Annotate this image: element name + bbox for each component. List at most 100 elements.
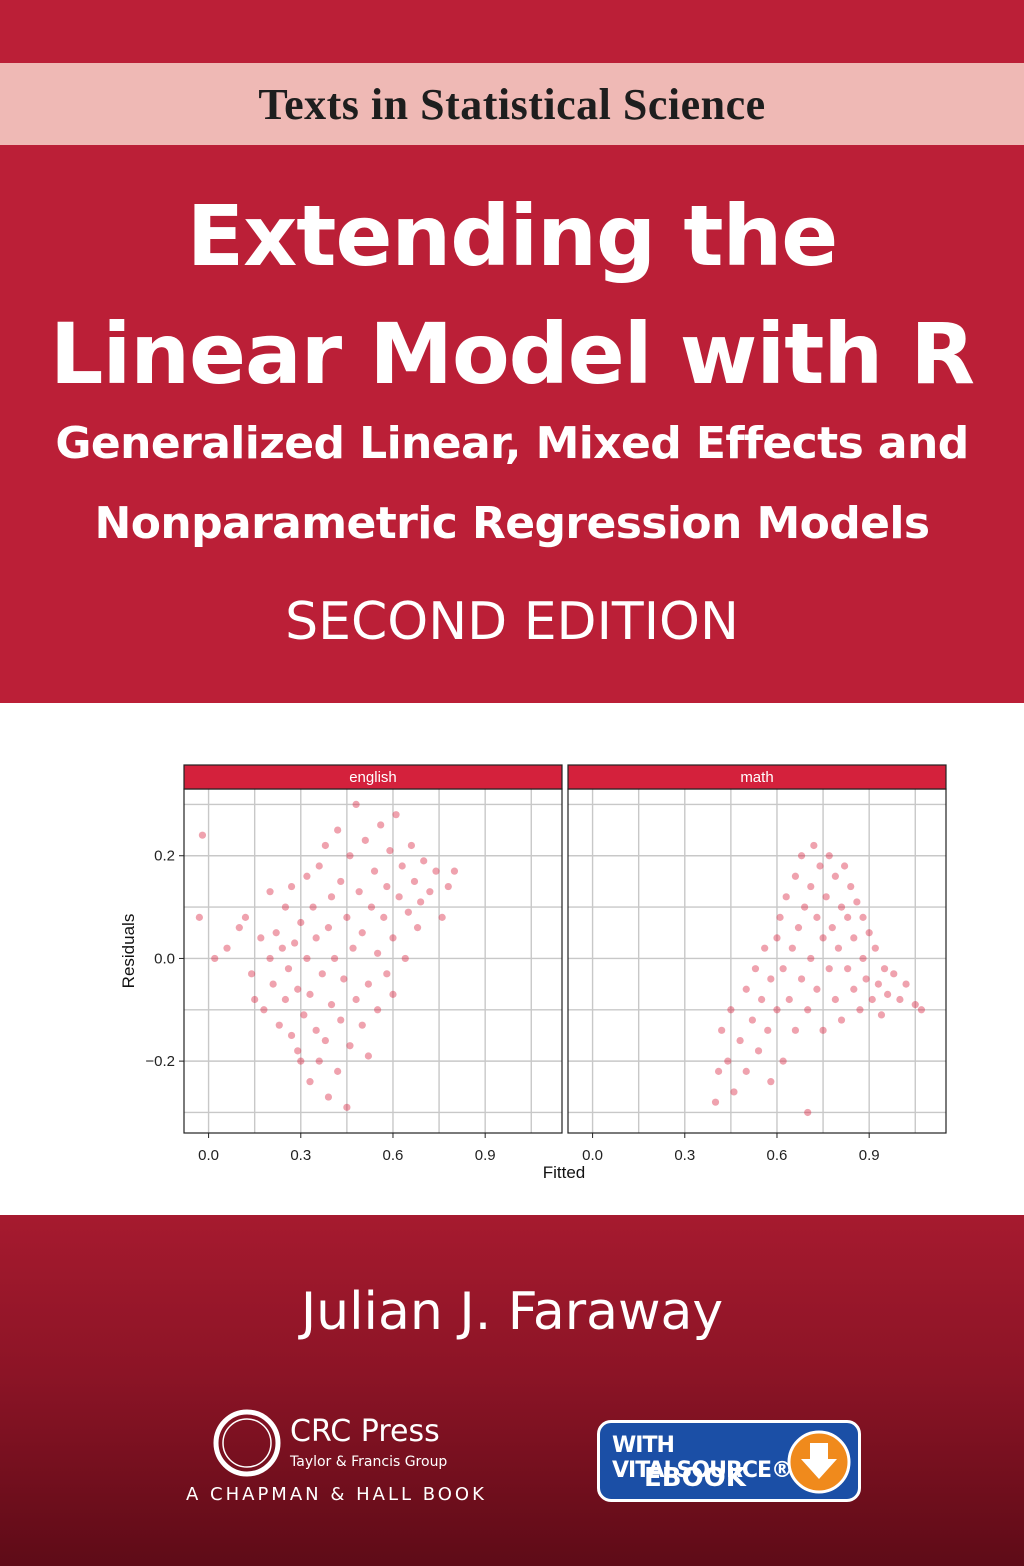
data-point bbox=[727, 1006, 735, 1014]
data-point bbox=[404, 908, 412, 916]
data-point bbox=[865, 929, 873, 937]
data-point bbox=[352, 800, 360, 809]
data-point bbox=[847, 882, 855, 891]
data-point bbox=[831, 872, 839, 880]
data-point bbox=[312, 1026, 320, 1034]
data-point bbox=[343, 1103, 351, 1111]
data-point bbox=[330, 954, 339, 963]
data-point bbox=[736, 1036, 744, 1045]
data-point bbox=[785, 995, 793, 1004]
data-point bbox=[321, 841, 329, 850]
data-point bbox=[324, 1093, 333, 1101]
data-point bbox=[198, 831, 207, 839]
data-point bbox=[742, 1067, 750, 1075]
data-point bbox=[392, 811, 400, 819]
data-point bbox=[859, 954, 867, 963]
data-point bbox=[389, 990, 397, 998]
data-point bbox=[297, 918, 305, 927]
data-point bbox=[291, 939, 299, 947]
x-tick-label: 0.0 bbox=[198, 1147, 219, 1164]
data-point bbox=[309, 903, 317, 911]
data-point bbox=[868, 995, 876, 1004]
data-point bbox=[797, 975, 806, 983]
data-point bbox=[195, 913, 203, 921]
series-band: Texts in Statistical Science bbox=[0, 63, 1024, 145]
data-point bbox=[358, 929, 366, 937]
data-point bbox=[287, 882, 296, 891]
data-point bbox=[834, 944, 843, 952]
author-panel bbox=[0, 1215, 1024, 1566]
data-point bbox=[773, 934, 781, 942]
data-point bbox=[272, 929, 280, 937]
data-point bbox=[401, 954, 409, 963]
data-point bbox=[718, 1026, 726, 1034]
data-point bbox=[724, 1057, 732, 1065]
data-point bbox=[306, 1078, 314, 1086]
data-point bbox=[337, 1016, 345, 1024]
data-point bbox=[751, 965, 760, 973]
data-point bbox=[748, 1016, 756, 1024]
data-point bbox=[266, 888, 274, 896]
data-point bbox=[856, 1006, 864, 1014]
data-point bbox=[874, 980, 882, 988]
data-point bbox=[840, 862, 849, 870]
residuals-chart: Residuals Fitted english 0.0 0.3 0.6 0.9 0.2 0… bbox=[119, 764, 947, 1182]
data-point bbox=[417, 898, 425, 906]
data-point bbox=[297, 1057, 305, 1065]
figure-panel: Residuals Fitted english 0.0 0.3 0.6 0.9 0.2 0… bbox=[0, 703, 1024, 1215]
facet-strip bbox=[183, 764, 563, 790]
data-point bbox=[395, 893, 403, 901]
data-point bbox=[312, 934, 320, 942]
data-point bbox=[275, 1021, 283, 1029]
y-axis-label: Residuals bbox=[119, 914, 138, 989]
book-title-line-2: Linear Model with R bbox=[49, 305, 975, 403]
data-point bbox=[850, 985, 858, 993]
data-point bbox=[389, 934, 397, 942]
data-point bbox=[386, 847, 394, 855]
data-point bbox=[797, 852, 806, 860]
data-point bbox=[294, 985, 302, 993]
data-point bbox=[844, 965, 852, 973]
x-tick-label: 0.3 bbox=[674, 1147, 695, 1164]
data-point bbox=[266, 954, 274, 963]
data-point bbox=[801, 903, 809, 911]
data-point bbox=[862, 975, 870, 983]
data-point bbox=[810, 841, 818, 850]
edition-label: SECOND EDITION bbox=[285, 592, 739, 652]
data-point bbox=[902, 980, 910, 988]
data-point bbox=[426, 888, 434, 896]
x-tick-label: 0.3 bbox=[290, 1147, 311, 1164]
publisher-name: CRC Press bbox=[290, 1414, 440, 1449]
data-point bbox=[828, 924, 836, 932]
data-point bbox=[340, 975, 348, 983]
data-point bbox=[367, 903, 376, 911]
data-point bbox=[853, 898, 861, 906]
data-point bbox=[303, 872, 311, 880]
data-point bbox=[791, 1026, 800, 1034]
data-point bbox=[284, 965, 293, 973]
data-point bbox=[377, 821, 385, 829]
data-point bbox=[730, 1088, 738, 1096]
data-point bbox=[334, 1067, 342, 1075]
data-point bbox=[278, 944, 286, 952]
x-tick-label: 0.6 bbox=[767, 1147, 788, 1164]
data-point bbox=[804, 1108, 812, 1117]
data-point bbox=[791, 872, 800, 880]
data-point bbox=[788, 944, 796, 952]
data-point bbox=[383, 882, 391, 891]
vitalsource-ebook-badge: WITH VITALSOURCE® EBOOK bbox=[597, 1420, 861, 1502]
data-point bbox=[257, 934, 265, 942]
x-tick-label: 0.9 bbox=[859, 1147, 880, 1164]
data-point bbox=[844, 913, 852, 921]
data-point bbox=[807, 882, 815, 891]
facet-strip-label: math bbox=[740, 769, 773, 786]
data-point bbox=[374, 1006, 382, 1014]
data-point bbox=[776, 913, 784, 921]
data-point bbox=[804, 1006, 812, 1014]
data-point bbox=[269, 980, 277, 988]
data-point bbox=[327, 893, 336, 901]
data-point bbox=[819, 1026, 827, 1034]
data-point bbox=[223, 944, 231, 952]
data-point bbox=[877, 1011, 886, 1019]
data-point bbox=[859, 913, 867, 921]
